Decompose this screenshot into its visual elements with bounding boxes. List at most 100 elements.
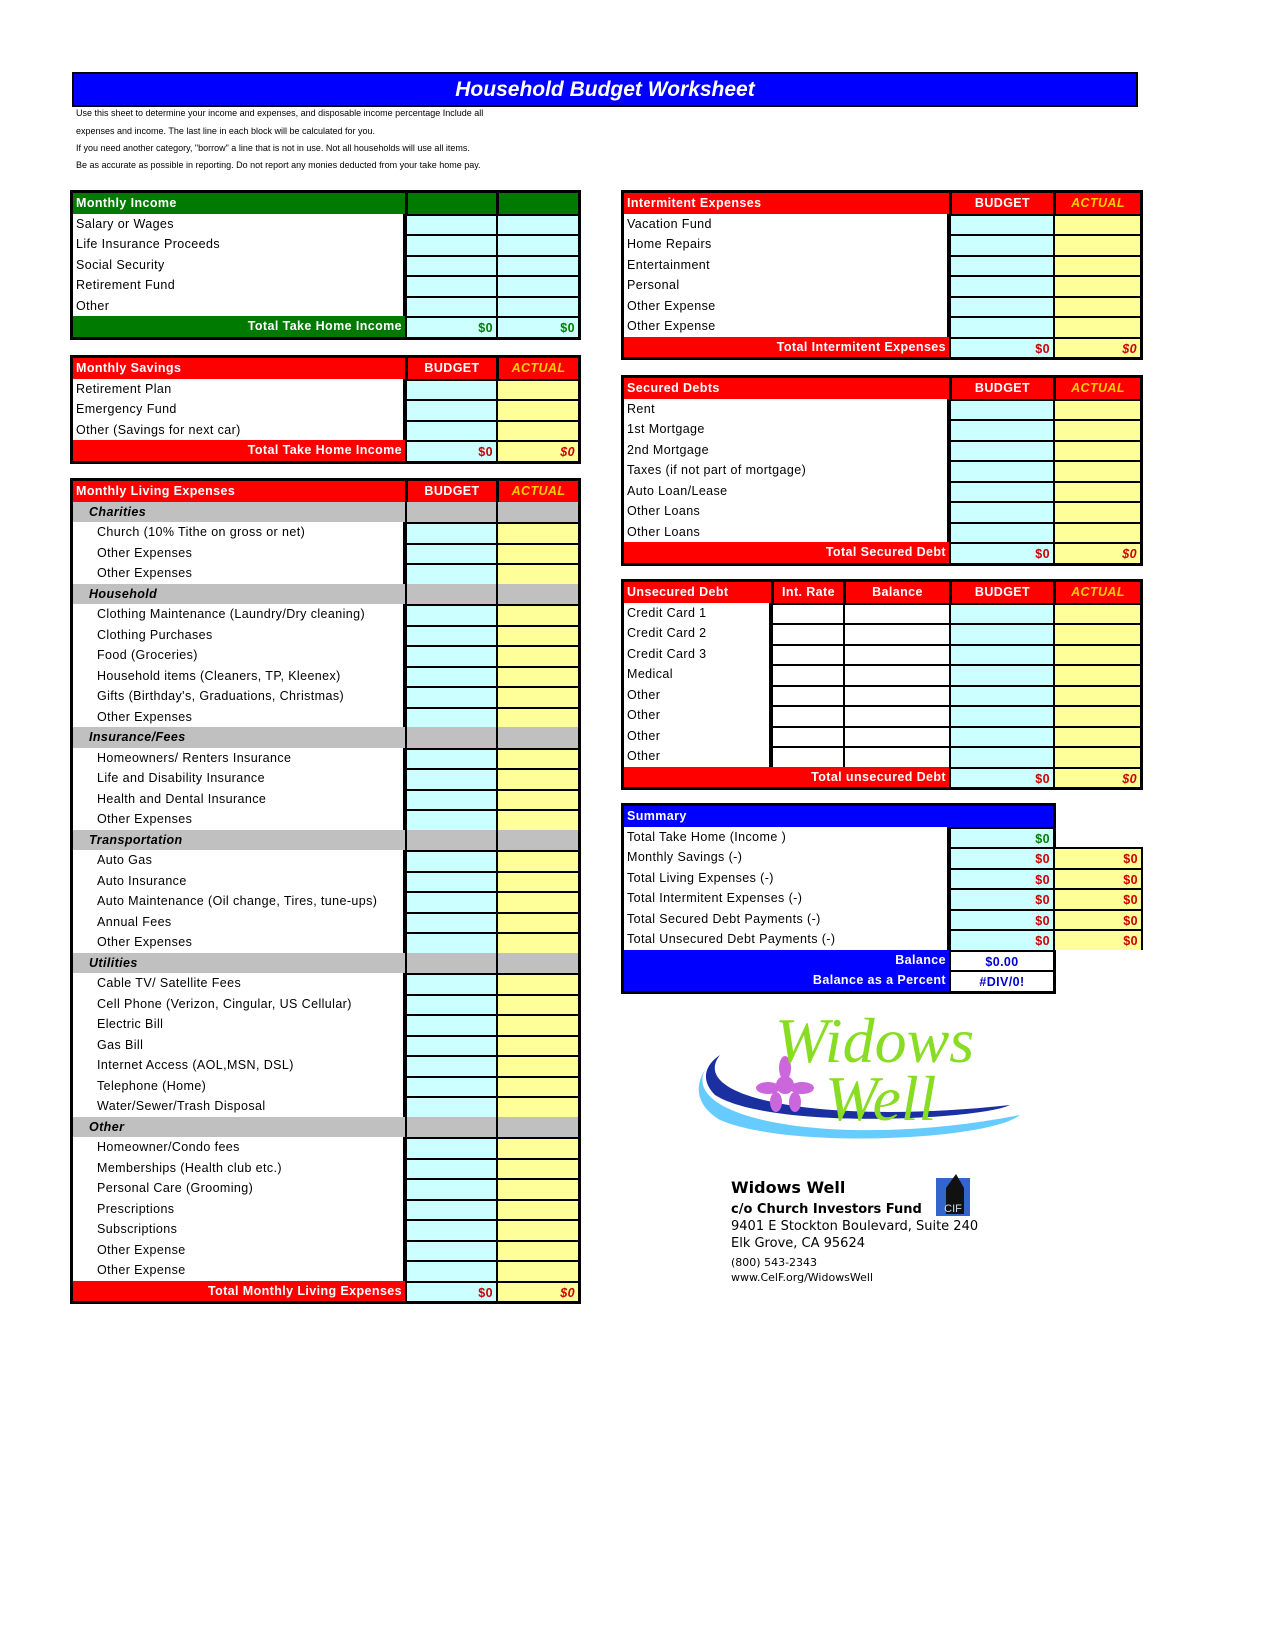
actual-input[interactable] [1053, 623, 1140, 644]
budget-input[interactable] [949, 295, 1053, 316]
budget-input[interactable] [949, 602, 1053, 623]
actual-input[interactable] [496, 973, 578, 994]
budget-input[interactable] [405, 542, 496, 563]
budget-input[interactable] [405, 850, 496, 871]
balance-input[interactable] [843, 705, 949, 726]
actual-input[interactable] [1053, 746, 1140, 767]
budget-input[interactable] [405, 1075, 496, 1096]
budget-input[interactable] [405, 1239, 496, 1260]
budget-input[interactable] [949, 501, 1053, 522]
budget-input[interactable] [949, 439, 1053, 460]
actual-input[interactable] [1053, 254, 1140, 275]
int-rate-input[interactable] [771, 725, 843, 746]
budget-input[interactable] [405, 870, 496, 891]
int-rate-input[interactable] [771, 684, 843, 705]
budget-input[interactable] [405, 275, 496, 296]
actual-input[interactable] [496, 891, 578, 912]
budget-input[interactable] [405, 645, 496, 666]
int-rate-input[interactable] [771, 705, 843, 726]
budget-input[interactable] [949, 234, 1053, 255]
balance-input[interactable] [843, 684, 949, 705]
budget-input[interactable] [405, 604, 496, 625]
actual-input[interactable] [496, 1260, 578, 1281]
actual-input[interactable] [496, 993, 578, 1014]
budget-input[interactable] [405, 768, 496, 789]
budget-input[interactable] [405, 973, 496, 994]
budget-input[interactable] [949, 664, 1053, 685]
actual-input[interactable] [1053, 664, 1140, 685]
actual-input[interactable] [1053, 725, 1140, 746]
actual-input[interactable] [1053, 684, 1140, 705]
actual-input[interactable] [496, 1075, 578, 1096]
budget-input[interactable] [949, 213, 1053, 234]
actual-input[interactable] [496, 1178, 578, 1199]
website[interactable]: www.CelF.org/WidowsWell [731, 1271, 874, 1284]
budget-input[interactable] [405, 399, 496, 420]
actual-input[interactable] [496, 932, 578, 953]
actual-input[interactable] [1053, 419, 1140, 440]
budget-input[interactable] [405, 1137, 496, 1158]
actual-input[interactable] [496, 645, 578, 666]
actual-input[interactable] [1053, 234, 1140, 255]
balance-input[interactable] [843, 643, 949, 664]
budget-input[interactable] [949, 275, 1053, 296]
budget-input[interactable] [405, 932, 496, 953]
actual-input[interactable] [1053, 705, 1140, 726]
actual-input[interactable] [496, 1034, 578, 1055]
balance-input[interactable] [843, 623, 949, 644]
actual-input[interactable] [496, 542, 578, 563]
budget-input[interactable] [405, 891, 496, 912]
int-rate-input[interactable] [771, 623, 843, 644]
budget-input[interactable] [405, 993, 496, 1014]
budget-input[interactable] [405, 1096, 496, 1117]
budget-input[interactable] [405, 686, 496, 707]
actual-input[interactable] [1053, 275, 1140, 296]
budget-input[interactable] [405, 1219, 496, 1240]
budget-input[interactable] [949, 419, 1053, 440]
actual-input[interactable] [496, 1219, 578, 1240]
actual-input[interactable] [496, 399, 578, 420]
actual-input[interactable] [496, 563, 578, 584]
actual-input[interactable] [496, 254, 578, 275]
budget-input[interactable] [405, 624, 496, 645]
budget-input[interactable] [949, 398, 1053, 419]
actual-input[interactable] [496, 213, 578, 234]
budget-input[interactable] [949, 316, 1053, 337]
actual-input[interactable] [496, 809, 578, 830]
int-rate-input[interactable] [771, 664, 843, 685]
actual-input[interactable] [496, 870, 578, 891]
actual-input[interactable] [496, 850, 578, 871]
actual-input[interactable] [496, 275, 578, 296]
balance-input[interactable] [843, 602, 949, 623]
int-rate-input[interactable] [771, 602, 843, 623]
actual-input[interactable] [1053, 439, 1140, 460]
budget-input[interactable] [405, 254, 496, 275]
budget-input[interactable] [405, 419, 496, 440]
budget-input[interactable] [405, 1260, 496, 1281]
actual-input[interactable] [496, 788, 578, 809]
budget-input[interactable] [405, 1014, 496, 1035]
actual-input[interactable] [496, 1239, 578, 1260]
int-rate-input[interactable] [771, 643, 843, 664]
balance-input[interactable] [843, 664, 949, 685]
actual-input[interactable] [1053, 460, 1140, 481]
actual-input[interactable] [496, 686, 578, 707]
budget-input[interactable] [405, 1055, 496, 1076]
budget-input[interactable] [405, 1178, 496, 1199]
actual-input[interactable] [496, 604, 578, 625]
actual-input[interactable] [496, 1055, 578, 1076]
budget-input[interactable] [949, 725, 1053, 746]
budget-input[interactable] [949, 705, 1053, 726]
actual-input[interactable] [1053, 602, 1140, 623]
actual-input[interactable] [496, 624, 578, 645]
budget-input[interactable] [405, 706, 496, 727]
budget-input[interactable] [949, 746, 1053, 767]
actual-input[interactable] [496, 1137, 578, 1158]
actual-input[interactable] [496, 706, 578, 727]
actual-input[interactable] [496, 522, 578, 543]
budget-input[interactable] [405, 563, 496, 584]
balance-input[interactable] [843, 725, 949, 746]
budget-input[interactable] [405, 378, 496, 399]
actual-input[interactable] [496, 665, 578, 686]
budget-input[interactable] [949, 684, 1053, 705]
